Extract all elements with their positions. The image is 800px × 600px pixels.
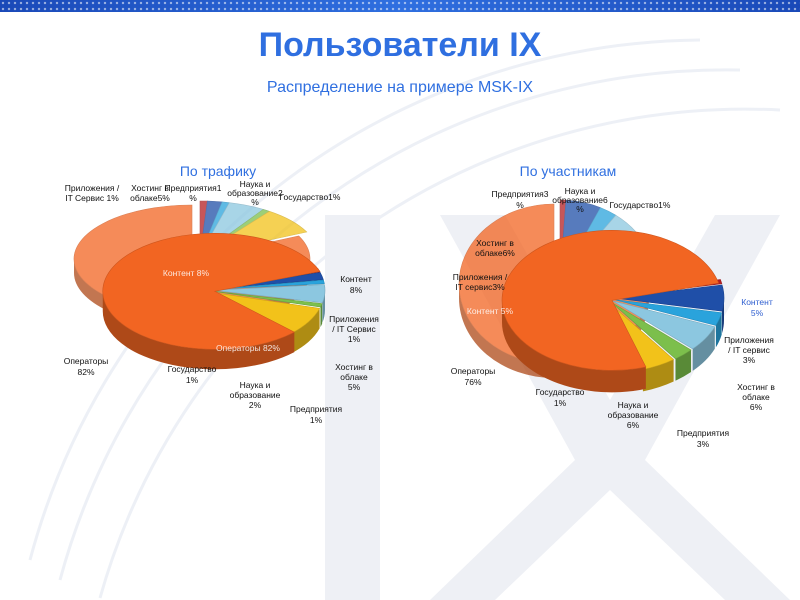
traffic-ghost-label-operators: Операторы 82% [216, 343, 280, 353]
members-label-hosting: Хостинг в облаке 6% [737, 382, 775, 412]
members-slice [613, 284, 725, 312]
page-subtitle: Распределение на примере MSK-IX [266, 79, 534, 96]
traffic-ghost-label-content: Контент 8% [163, 268, 210, 278]
traffic-pie-main-layer [102, 233, 326, 370]
traffic-slice [212, 284, 326, 304]
traffic-slice-side [102, 291, 295, 370]
members-label-enterprises: Предприятия 3% [677, 428, 730, 449]
members-slice-side [502, 300, 646, 393]
traffic-slice [212, 279, 325, 290]
page-title: Пользователи IX [258, 26, 542, 64]
traffic-ghost-label-science: Наука и образование2% [227, 179, 283, 207]
members-pie-main-layer [501, 230, 725, 393]
members-slice [613, 299, 723, 326]
traffic-slice-side [291, 308, 320, 354]
traffic-label-government: Государство 1% [168, 364, 217, 385]
members-slice-side [715, 312, 722, 348]
traffic-label-operators: Операторы 82% [64, 356, 109, 377]
members-label-content: Контент 5% [741, 297, 773, 318]
traffic-pie-chart: По трафику Приложения / IT Сервис 1% Хост… [64, 163, 380, 425]
members-slice [610, 301, 692, 360]
members-label-operators: Операторы 76% [451, 366, 496, 387]
traffic-ghost-label-apps: Приложения / IT Сервис 1% [65, 183, 120, 203]
top-decorative-band [0, 0, 800, 12]
traffic-ghost-label-hosting: Хостинг в облаке5% [130, 183, 170, 203]
members-label-apps: Приложения / IT сервис 3% [724, 335, 774, 365]
traffic-slice [212, 290, 323, 308]
members-ghost-label-science: Наука и образование6% [552, 186, 608, 214]
traffic-label-science: Наука и образование 2% [230, 380, 281, 410]
members-slice [501, 230, 720, 371]
traffic-slice [102, 233, 321, 350]
traffic-slice-side [322, 290, 325, 323]
traffic-label-content: Контент 8% [340, 274, 372, 295]
traffic-ghost-label-enterprises: Предприятия1% [165, 183, 222, 203]
members-slice-side [642, 359, 674, 392]
members-ghost-label-enterprises: Предприятия3% [492, 189, 549, 210]
chart-title: По трафику [180, 163, 256, 179]
members-ghost-label-government: Государство1% [610, 200, 671, 210]
traffic-label-hosting: Хостинг в облаке 5% [335, 362, 373, 392]
members-ghost-label-apps: Приложения / IT сервис3% [453, 272, 508, 292]
members-ghost-label-content: Контент 5% [467, 306, 514, 316]
members-ghost-label-hosting: Хостинг в облаке6% [475, 238, 515, 258]
members-label-science: Наука и образование 6% [608, 400, 659, 430]
members-slice [612, 300, 716, 350]
traffic-label-enterprises: Предприятия 1% [290, 404, 343, 425]
chart-title: По участникам [520, 163, 617, 179]
members-slice-side [692, 326, 715, 371]
members-label-government: Государство 1% [536, 387, 585, 408]
members-pie-chart: По участникам Предприятия3% Наука и образ… [451, 163, 776, 449]
traffic-label-apps: Приложения / IT Сервис 1% [329, 314, 379, 344]
traffic-slice-side [320, 303, 323, 328]
members-slice-side [675, 350, 692, 381]
members-slice-side [722, 298, 724, 334]
traffic-ghost-label-government: Государство1% [280, 192, 341, 202]
